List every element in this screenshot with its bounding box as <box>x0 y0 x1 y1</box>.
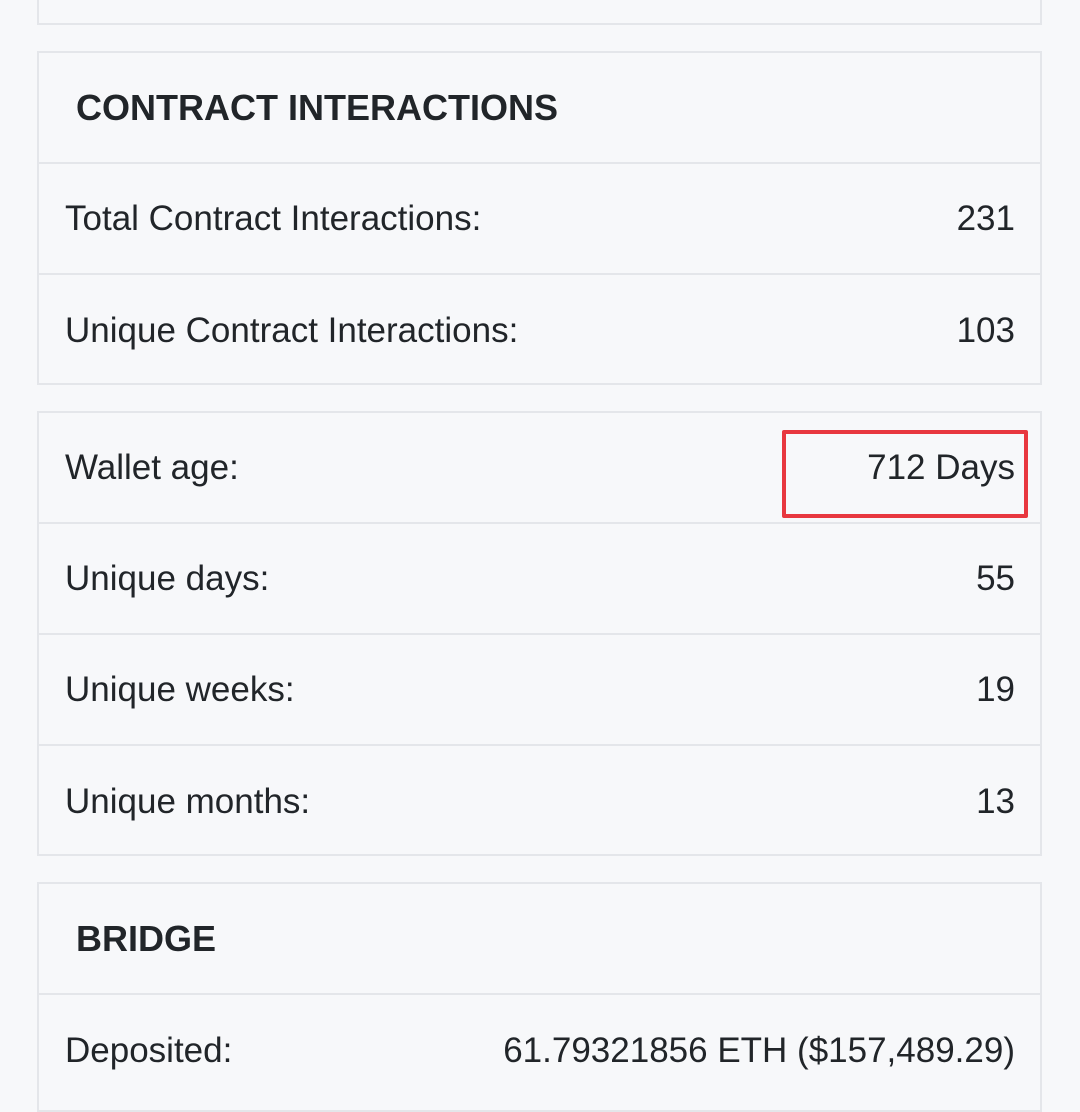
stat-value: 19 <box>976 669 1015 709</box>
stat-row-deposited: Deposited: 61.79321856 ETH ($157,489.29) <box>39 995 1040 1106</box>
stat-row-unique-weeks: Unique weeks: 19 <box>39 635 1040 746</box>
stat-label: Wallet age: <box>65 447 239 487</box>
stat-label: Total Contract Interactions: <box>65 198 482 238</box>
wallet-activity-card: Wallet age: 712 Days Unique days: 55 Uni… <box>37 411 1042 856</box>
contract-interactions-card: CONTRACT INTERACTIONS Total Contract Int… <box>37 51 1042 385</box>
stat-value: 61.79321856 ETH ($157,489.29) <box>503 1030 1015 1070</box>
previous-card <box>37 0 1042 25</box>
stat-label: Unique Contract Interactions: <box>65 310 519 350</box>
stat-label: Deposited: <box>65 1030 233 1070</box>
stat-row-unique-contract-interactions: Unique Contract Interactions: 103 <box>39 275 1040 386</box>
stat-row-unique-months: Unique months: 13 <box>39 746 1040 857</box>
stat-label: Unique months: <box>65 781 311 821</box>
stat-value: 103 <box>956 310 1015 350</box>
bridge-card: BRIDGE Deposited: 61.79321856 ETH ($157,… <box>37 882 1042 1112</box>
stat-value: 231 <box>956 198 1015 238</box>
stat-label: Unique weeks: <box>65 669 295 709</box>
stat-row-total-contract-interactions: Total Contract Interactions: 231 <box>39 164 1040 275</box>
card-title: BRIDGE <box>39 884 1040 995</box>
stat-value: 55 <box>976 558 1015 598</box>
stat-label: Unique days: <box>65 558 270 598</box>
stat-value: 13 <box>976 781 1015 821</box>
card-title: CONTRACT INTERACTIONS <box>39 53 1040 164</box>
stat-value: 712 Days <box>867 447 1015 487</box>
stat-row-wallet-age: Wallet age: 712 Days <box>39 413 1040 524</box>
stat-row-unique-days: Unique days: 55 <box>39 524 1040 635</box>
